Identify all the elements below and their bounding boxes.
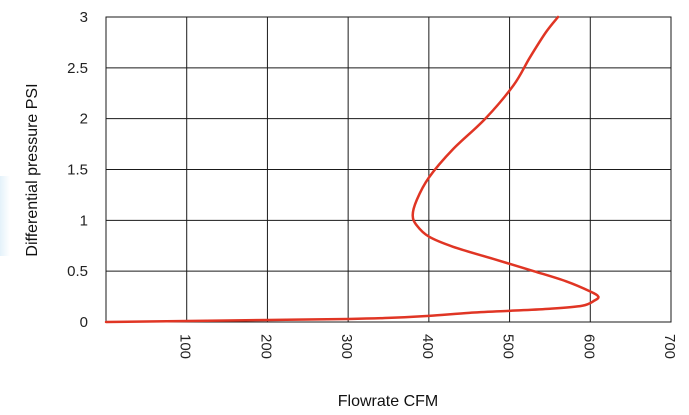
y-tick-label: 2.5 [67,60,88,77]
y-tick-label: 0.5 [67,263,88,280]
x-tick-label: 400 [419,334,436,359]
y-tick-label: 0 [80,314,88,331]
x-tick-label: 500 [500,334,517,359]
x-tick-label: 300 [338,334,355,359]
series-layer [104,15,600,324]
x-tick-label: 700 [661,334,678,359]
x-tick-label: 600 [580,334,597,359]
tick-labels: 0 0.5 1 1.5 2 2.5 3 100 200 300 400 500 600 700 [67,9,678,359]
x-axis-label: Flowrate CFM [338,393,438,410]
grid [105,16,672,323]
y-tick-label: 1.5 [67,162,88,179]
y-tick-label: 2 [80,111,88,128]
plot-frame [105,16,672,323]
left-edge-decoration [0,176,10,256]
x-tick-label: 200 [257,334,274,359]
y-tick-label: 1 [80,212,88,229]
y-axis-label: Differential pressure PSI [24,83,41,256]
series-line-pressure [104,15,600,324]
x-tick-label: 100 [177,334,194,359]
y-tick-label: 3 [80,9,88,26]
